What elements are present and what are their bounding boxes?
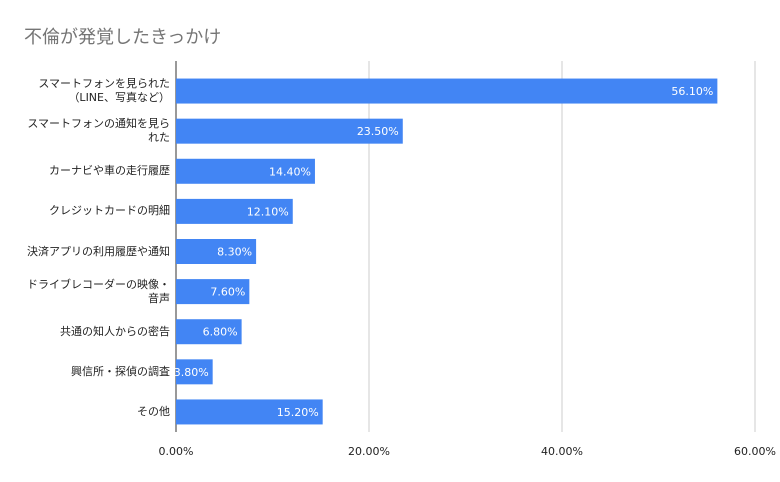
y-tick-label: スマートフォンを見られた（LINE、写真など） — [38, 77, 170, 105]
value-label: 14.40% — [269, 165, 311, 178]
value-label: 23.50% — [357, 125, 399, 138]
bar — [176, 118, 403, 144]
bar — [176, 319, 242, 345]
value-label: 6.80% — [203, 326, 238, 339]
y-tick-label: 共通の知人からの密告 — [60, 324, 170, 338]
bar — [176, 359, 213, 385]
x-tick-label: 40.00% — [541, 445, 583, 458]
y-tick-label: スマートフォンの通知を見られた — [27, 117, 170, 145]
y-tick-label: その他 — [137, 404, 170, 418]
x-tick-label: 20.00% — [348, 445, 390, 458]
x-tick-label: 0.00% — [159, 445, 194, 458]
bar — [176, 158, 315, 184]
y-tick-label: 興信所・探偵の調査 — [71, 364, 170, 378]
chart-title: 不倫が発覚したきっかけ — [24, 27, 221, 48]
y-tick-label: ドライブレコーダーの映像・音声 — [27, 277, 170, 305]
bar — [176, 399, 323, 425]
bar — [176, 78, 718, 104]
value-label: 3.80% — [174, 366, 209, 379]
x-tick-label: 60.00% — [734, 445, 776, 458]
y-tick-label: 決済アプリの利用履歴や通知 — [27, 244, 170, 258]
bar — [176, 279, 250, 305]
y-tick-label: クレジットカードの明細 — [49, 204, 170, 218]
value-label: 7.60% — [210, 286, 245, 299]
value-label: 8.30% — [217, 246, 252, 259]
bar — [176, 239, 257, 264]
value-label: 56.10% — [671, 85, 713, 98]
bar — [176, 198, 293, 224]
y-tick-label: カーナビや車の走行履歴 — [49, 164, 170, 178]
value-label: 15.20% — [277, 406, 319, 419]
value-label: 12.10% — [247, 205, 289, 218]
